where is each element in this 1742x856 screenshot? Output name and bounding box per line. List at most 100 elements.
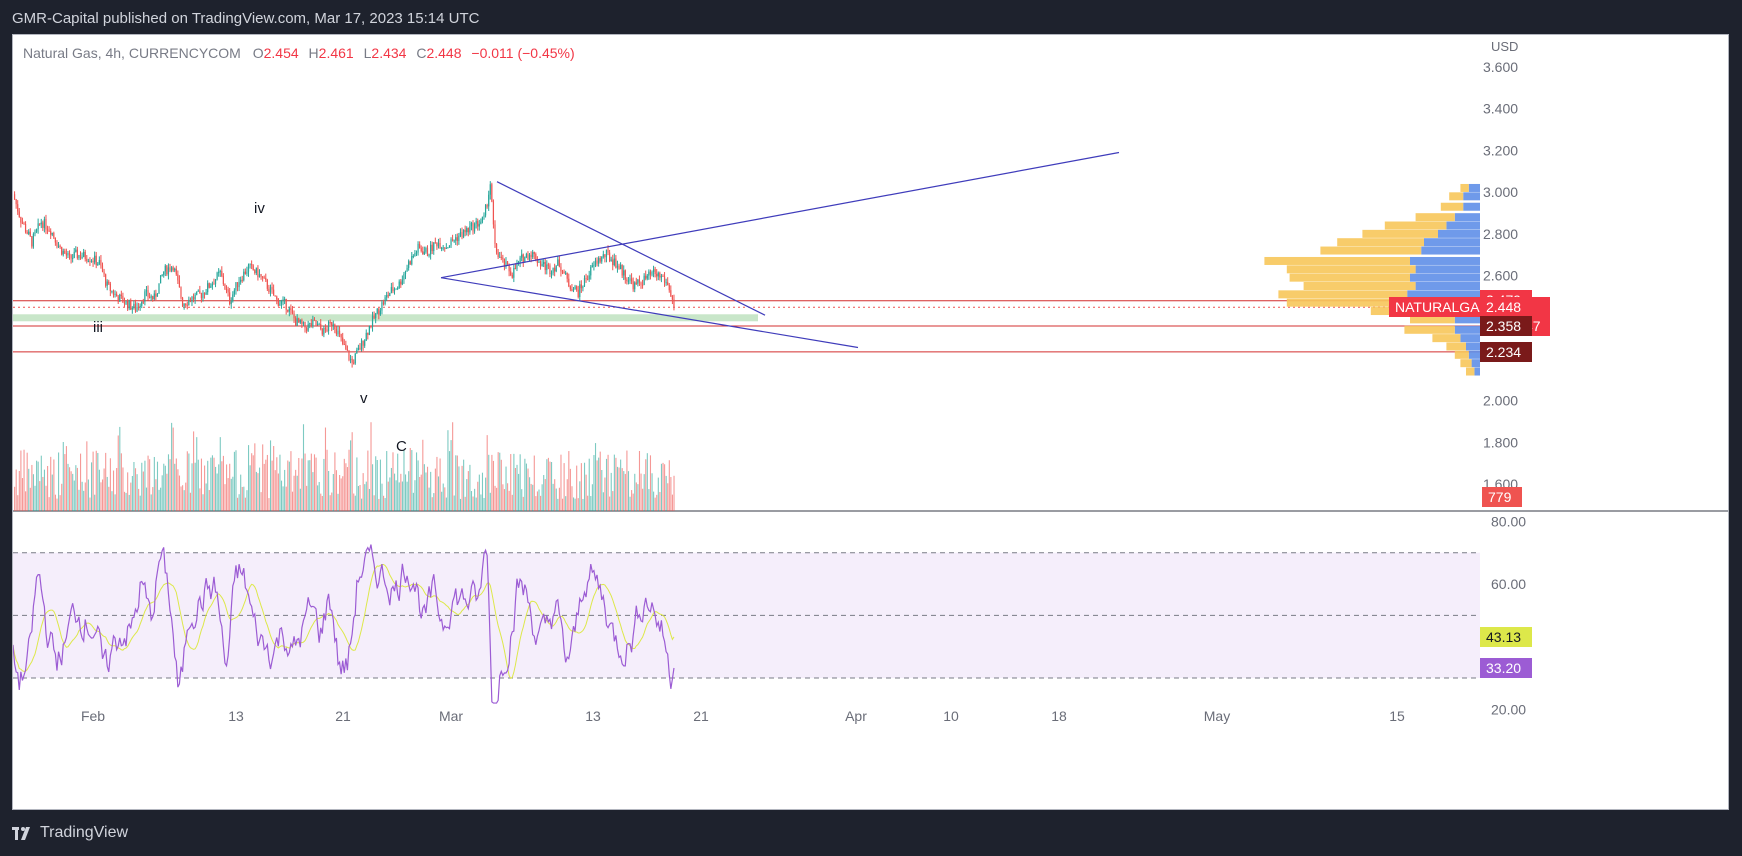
candle-body bbox=[659, 272, 661, 278]
candle-body bbox=[624, 270, 626, 280]
candle-body bbox=[139, 305, 141, 307]
chart-frame[interactable]: 3.600 3.400 3.200 3.000 2.800 2.600 2.000 1.800… bbox=[12, 34, 1729, 810]
candle-body bbox=[343, 343, 345, 345]
volume-bar bbox=[67, 463, 69, 511]
candle-body bbox=[98, 260, 100, 264]
tradingview-logo[interactable]: TradingView bbox=[12, 824, 128, 842]
candle-body bbox=[466, 228, 468, 233]
candle-body bbox=[419, 243, 421, 249]
volume-bar bbox=[227, 478, 229, 511]
volume-bar bbox=[383, 495, 385, 511]
volume-bar bbox=[133, 462, 135, 511]
volume-bar bbox=[167, 454, 170, 511]
volume-bar bbox=[92, 451, 94, 511]
volume-bar bbox=[406, 481, 408, 511]
volume-bar bbox=[177, 469, 179, 511]
candle-body bbox=[640, 282, 642, 285]
volume-bar bbox=[331, 492, 333, 511]
candle-body bbox=[365, 332, 367, 341]
candle-body bbox=[202, 292, 204, 299]
candle-body bbox=[329, 321, 331, 323]
candle-body bbox=[590, 266, 592, 276]
volume-bar bbox=[334, 452, 336, 511]
volume-bar bbox=[668, 460, 670, 511]
candle-body bbox=[309, 323, 311, 325]
candle-body bbox=[186, 304, 188, 306]
candle-body bbox=[340, 333, 342, 338]
candle-body bbox=[574, 286, 576, 290]
candle-body bbox=[127, 300, 129, 309]
volume-bar bbox=[654, 497, 656, 511]
volume-bar bbox=[569, 468, 571, 511]
candle-body bbox=[97, 263, 99, 266]
candle-body bbox=[629, 278, 631, 281]
candle-body bbox=[123, 302, 126, 304]
volume-bar bbox=[518, 473, 520, 511]
volume-bar bbox=[252, 455, 254, 511]
volume-profile-bar bbox=[1471, 359, 1480, 368]
volume-bar bbox=[412, 492, 414, 511]
volume-profile-bar bbox=[1415, 213, 1455, 222]
candle-body bbox=[481, 216, 484, 222]
volume-bar bbox=[558, 487, 560, 511]
candle-body bbox=[576, 286, 578, 290]
volume-bar bbox=[178, 475, 181, 511]
volume-bar bbox=[475, 497, 477, 511]
volume-bar bbox=[361, 498, 363, 511]
volume-bar bbox=[486, 435, 488, 511]
candle-body bbox=[613, 258, 615, 266]
volume-bar bbox=[64, 454, 66, 511]
candle-body bbox=[112, 290, 115, 295]
candle-body bbox=[213, 283, 215, 285]
candle-body bbox=[667, 282, 669, 286]
candle-body bbox=[503, 258, 506, 267]
volume-profile-bar bbox=[1466, 367, 1475, 376]
candle-body bbox=[409, 261, 411, 265]
candle-body bbox=[138, 306, 140, 308]
candle-body bbox=[414, 253, 416, 257]
volume-bar bbox=[489, 492, 491, 511]
volume-profile-bar bbox=[1424, 238, 1480, 247]
volume-bar bbox=[282, 486, 284, 511]
candle-body bbox=[670, 290, 672, 297]
volume-bar bbox=[579, 481, 581, 511]
candle-body bbox=[588, 275, 590, 280]
candle-body bbox=[378, 308, 380, 315]
volume-bar bbox=[243, 486, 245, 511]
candle-body bbox=[59, 245, 61, 248]
candle-body bbox=[602, 254, 604, 257]
chart-canvas[interactable]: 3.600 3.400 3.200 3.000 2.800 2.600 2.000 1.800… bbox=[13, 35, 1729, 810]
candle-body bbox=[357, 347, 359, 350]
volume-bar bbox=[439, 458, 441, 511]
candle-body bbox=[94, 255, 96, 263]
volume-bar bbox=[280, 480, 283, 511]
candle-body bbox=[54, 237, 56, 243]
symbol-title[interactable]: Natural Gas, 4h, CURRENCYCOM bbox=[23, 45, 241, 61]
volume-profile-bar bbox=[1446, 342, 1466, 351]
volume-bar bbox=[576, 465, 578, 511]
candle-body bbox=[78, 255, 80, 259]
trendline-lower-wedge bbox=[440, 277, 859, 349]
candle-body bbox=[169, 267, 171, 271]
candle-body bbox=[130, 300, 132, 310]
candle-body bbox=[161, 274, 163, 276]
volume-bar bbox=[610, 472, 612, 511]
candle-body bbox=[90, 260, 93, 262]
candle-body bbox=[92, 260, 94, 263]
volume-bar bbox=[296, 475, 298, 511]
candle-body bbox=[417, 243, 419, 253]
last-price-tag: 2.448 bbox=[1480, 297, 1550, 318]
change-value: −0.011 (−0.45%) bbox=[471, 45, 575, 61]
time-axis-label: 18 bbox=[1051, 708, 1067, 724]
candle-body bbox=[638, 279, 641, 283]
candle-body bbox=[210, 286, 212, 288]
candle-body bbox=[295, 318, 297, 326]
volume-bar bbox=[405, 474, 407, 511]
candle-body bbox=[235, 282, 237, 291]
candle-body bbox=[61, 247, 63, 255]
volume-bar bbox=[607, 454, 609, 511]
volume-bar bbox=[221, 461, 223, 511]
volume-bar bbox=[70, 471, 72, 511]
volume-bar bbox=[310, 453, 312, 511]
volume-profile-bar bbox=[1410, 256, 1480, 265]
